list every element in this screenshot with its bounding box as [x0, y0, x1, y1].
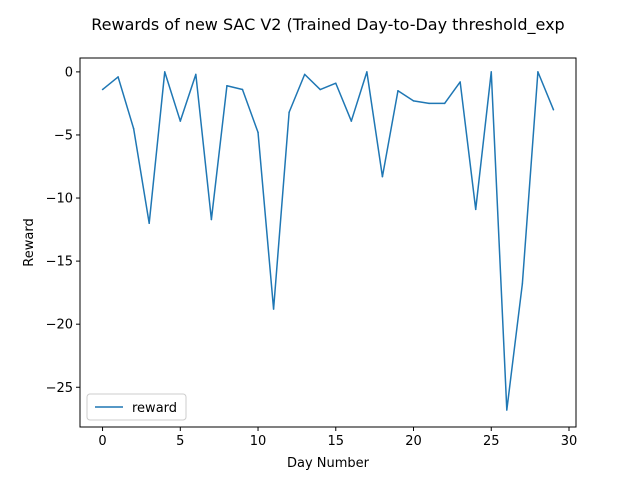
y-tick-label: −25: [46, 381, 73, 396]
data-point: [474, 208, 477, 211]
data-point: [412, 100, 415, 102]
x-tick-label: 25: [483, 434, 500, 449]
data-point: [428, 102, 430, 105]
data-point: [148, 222, 150, 225]
axes-frame: [79, 57, 577, 428]
x-axis: 0 5 10 15 20 25 30: [98, 427, 577, 449]
data-point: [132, 127, 135, 130]
y-tick-label: −5: [54, 128, 73, 143]
y-tick-label: −10: [46, 192, 73, 207]
data-point: [303, 73, 306, 76]
data-point: [490, 71, 493, 73]
plot-layer: [101, 71, 555, 411]
data-point: [537, 71, 539, 73]
y-tick-label: 0: [65, 65, 73, 80]
data-point: [459, 81, 461, 83]
x-tick-label: 15: [328, 434, 345, 449]
data-point: [319, 88, 321, 91]
data-point: [506, 409, 508, 411]
chart-title: Rewards of new SAC V2 (Trained Day-to-Da…: [91, 15, 564, 35]
x-tick-label: 5: [176, 434, 184, 449]
data-point: [117, 76, 119, 78]
x-tick-label: 30: [561, 434, 578, 449]
data-point: [163, 71, 166, 73]
data-point: [101, 88, 104, 91]
y-axis-label: Reward: [22, 218, 37, 266]
legend-label: reward: [132, 401, 177, 416]
legend-box: [86, 393, 187, 421]
data-point: [272, 308, 275, 310]
data-point: [552, 108, 555, 111]
x-tick-label: 10: [250, 434, 267, 449]
y-axis: 0 −5 −10 −15 −20 −25: [46, 65, 80, 396]
data-point: [226, 85, 228, 87]
y-tick-label: −20: [46, 318, 73, 333]
data-point: [335, 82, 337, 84]
data-point: [288, 111, 290, 113]
data-point: [195, 73, 197, 76]
data-point: [443, 102, 446, 105]
y-tick-label: −15: [46, 255, 73, 270]
data-point: [210, 218, 213, 221]
data-point: [397, 90, 399, 92]
data-point: [350, 120, 353, 122]
x-axis-label: Day Number: [287, 456, 370, 471]
data-point: [381, 175, 384, 178]
x-tick-label: 20: [405, 434, 422, 449]
data-point: [241, 88, 244, 91]
series-line-reward: [102, 71, 555, 411]
data-point: [257, 131, 259, 134]
x-tick-label: 0: [98, 434, 106, 449]
data-point: [366, 71, 368, 73]
legend: reward: [86, 393, 187, 421]
data-point: [521, 283, 524, 285]
data-point: [179, 120, 182, 122]
